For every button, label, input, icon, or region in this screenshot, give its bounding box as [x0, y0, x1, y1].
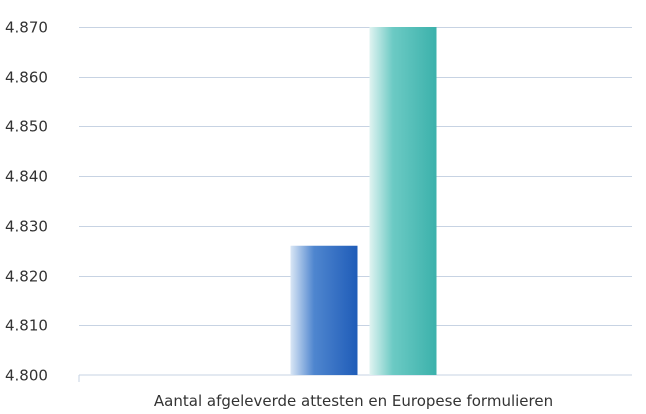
x-category-label: Aantal afgeleverde attesten en Europese …: [154, 392, 553, 410]
y-tick-label: 4.820: [5, 268, 48, 286]
y-tick-labels: 4.800 4.810 4.820 4.830 4.840 4.850 4.860 4.870: [5, 19, 48, 385]
y-tick-label: 4.860: [5, 69, 48, 87]
gridlines: [79, 27, 632, 326]
bars: [290, 27, 437, 375]
y-tick-label: 4.830: [5, 218, 48, 236]
y-tick-label: 4.810: [5, 317, 48, 335]
bar-series-2: [369, 27, 437, 375]
bar-series-1: [290, 245, 358, 375]
y-tick-label: 4.870: [5, 19, 48, 37]
y-tick-label: 4.850: [5, 118, 48, 136]
y-tick-label: 4.840: [5, 168, 48, 186]
y-tick-label: 4.800: [5, 367, 48, 385]
x-tick-labels: Aantal afgeleverde attesten en Europese …: [154, 392, 553, 410]
x-axis: [78, 374, 632, 382]
